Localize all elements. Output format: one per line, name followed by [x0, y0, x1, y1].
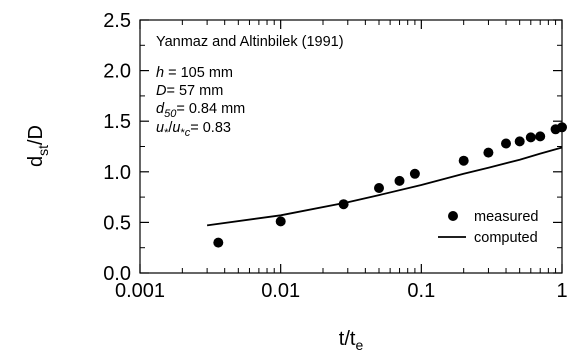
y-tick-label: 2.0: [103, 61, 131, 83]
measured-point: [501, 138, 511, 149]
x-tick-label: 0.1: [407, 280, 435, 302]
legend-computed-label: computed: [474, 230, 538, 246]
y-tick-label: 0.0: [103, 263, 131, 285]
measured-point: [458, 155, 469, 166]
measured-point: [535, 131, 546, 142]
axis-tick-labels: 0.001 0.01 0.1 1 0.0 0.5 1.0 1.5 2.0 2.5: [103, 10, 567, 302]
annotation-d: D= 57 mm: [156, 83, 223, 99]
measured-point: [514, 136, 525, 147]
measured-point: [525, 132, 536, 143]
y-tick-label: 1.5: [103, 111, 131, 133]
measured-point: [213, 237, 224, 248]
computed-series-line: [206, 146, 563, 227]
x-tick-label: 0.001: [115, 280, 165, 302]
legend-measured-marker: [448, 211, 458, 221]
measured-series-points: [213, 122, 567, 248]
measured-point: [374, 183, 384, 193]
legend-measured-label: measured: [474, 209, 538, 225]
measured-point: [557, 122, 567, 133]
annotation-velocity-ratio: u*/u*c= 0.83: [156, 120, 231, 139]
measured-point: [483, 147, 494, 158]
x-tick-label: 0.01: [261, 280, 300, 302]
measured-point: [275, 216, 286, 227]
measured-point: [338, 199, 349, 210]
measured-point: [409, 168, 420, 179]
x-axis-title: t/te: [339, 328, 364, 353]
y-tick-label: 0.5: [103, 212, 131, 234]
measured-point: [394, 175, 405, 186]
annotation-d50: d50= 0.84 mm: [156, 101, 245, 120]
x-tick-label: 1: [556, 280, 567, 302]
axis-ticks: [139, 19, 563, 274]
y-axis-title: dst/D: [25, 125, 51, 167]
y-tick-label: 1.0: [103, 162, 131, 184]
annotation-h: h = 105 mm: [156, 65, 233, 81]
y-tick-label: 2.5: [103, 10, 131, 32]
annotation-title: Yanmaz and Altinbilek (1991): [156, 34, 344, 50]
legend: measured computed: [438, 209, 538, 246]
